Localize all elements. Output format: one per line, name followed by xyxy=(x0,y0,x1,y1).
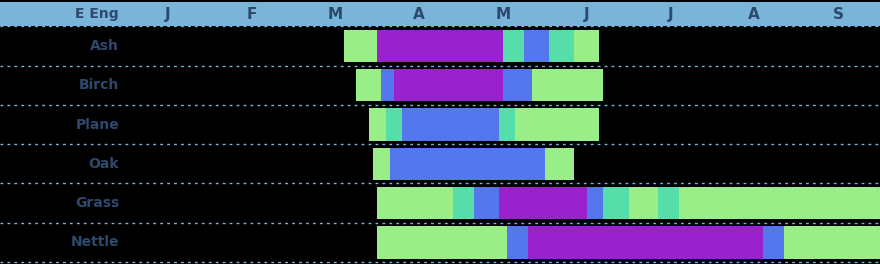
Bar xyxy=(783,226,880,258)
Text: J: J xyxy=(583,7,590,22)
Bar xyxy=(502,30,524,62)
Bar xyxy=(378,187,452,219)
Bar xyxy=(574,30,599,62)
Text: A: A xyxy=(414,7,425,22)
Bar xyxy=(516,109,599,141)
Bar xyxy=(628,187,658,219)
Bar xyxy=(378,30,502,62)
Bar xyxy=(369,109,385,141)
Text: S: S xyxy=(832,7,844,22)
Text: F: F xyxy=(246,7,257,22)
Bar xyxy=(356,69,381,101)
Text: Grass: Grass xyxy=(75,196,119,210)
Text: E Eng: E Eng xyxy=(76,7,119,21)
Text: M: M xyxy=(327,7,343,22)
Bar xyxy=(385,109,402,141)
Bar xyxy=(549,30,574,62)
Text: Plane: Plane xyxy=(76,117,119,131)
Bar xyxy=(390,148,545,180)
Bar xyxy=(507,226,528,258)
Text: A: A xyxy=(748,7,760,22)
Bar xyxy=(524,30,549,62)
Text: J: J xyxy=(668,7,673,22)
Bar xyxy=(499,109,516,141)
Bar xyxy=(658,187,678,219)
Text: Oak: Oak xyxy=(89,157,119,171)
Bar xyxy=(499,187,587,219)
Bar xyxy=(0,2,880,26)
Bar xyxy=(402,109,499,141)
Text: M: M xyxy=(495,7,510,22)
Bar xyxy=(678,187,880,219)
Text: Nettle: Nettle xyxy=(70,235,119,249)
Bar xyxy=(378,226,507,258)
Text: J: J xyxy=(165,7,171,22)
Bar xyxy=(545,148,574,180)
Bar xyxy=(452,187,473,219)
Bar xyxy=(373,148,390,180)
Bar xyxy=(763,226,783,258)
Bar xyxy=(587,187,604,219)
Bar xyxy=(528,226,763,258)
Text: Ash: Ash xyxy=(90,39,119,53)
Bar xyxy=(532,69,604,101)
Text: Birch: Birch xyxy=(78,78,119,92)
Bar xyxy=(381,69,394,101)
Bar xyxy=(473,187,499,219)
Bar xyxy=(502,69,532,101)
Bar xyxy=(343,30,378,62)
Bar xyxy=(394,69,502,101)
Bar xyxy=(604,187,628,219)
